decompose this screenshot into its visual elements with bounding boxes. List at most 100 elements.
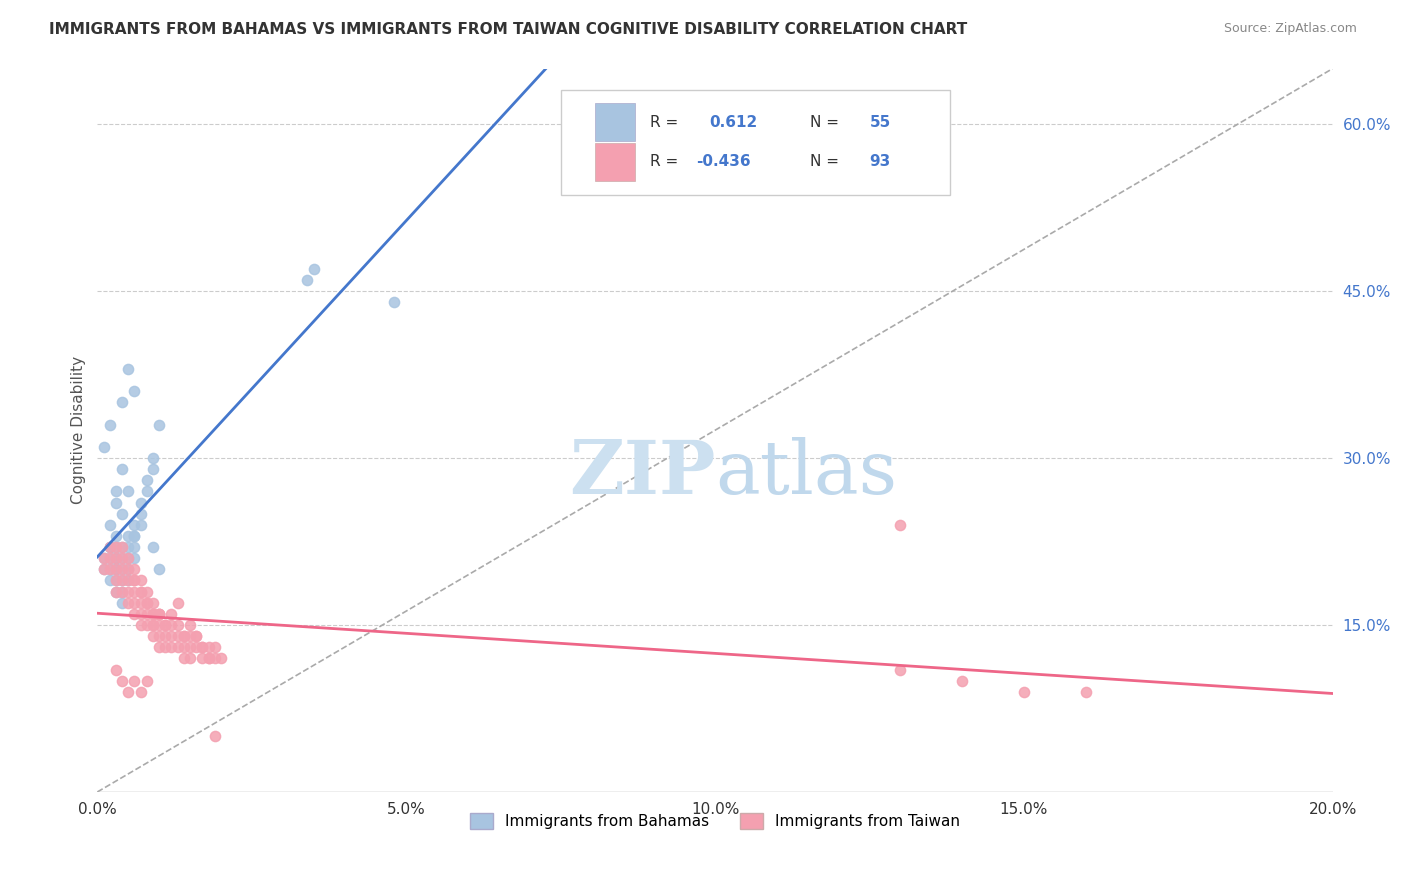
Point (160, 640, 183, 655)
Point (104, 562, 127, 576)
Point (142, 451, 165, 466)
Bar (595, 143, 634, 181)
Point (104, 551, 127, 566)
Point (124, 562, 146, 576)
Point (179, 629, 201, 643)
Text: -0.436: -0.436 (696, 154, 751, 169)
Point (173, 640, 195, 655)
Point (129, 584, 152, 599)
Point (166, 618, 188, 632)
Point (98, 540, 121, 554)
Point (135, 473, 157, 487)
Point (142, 629, 165, 643)
Point (117, 551, 139, 566)
Point (111, 462, 134, 476)
Point (124, 517, 146, 532)
Point (950, 673, 973, 688)
Point (98, 551, 121, 566)
Point (135, 618, 157, 632)
Point (111, 584, 134, 599)
Point (124, 574, 146, 588)
Point (117, 562, 139, 576)
Point (111, 540, 134, 554)
Point (191, 640, 214, 655)
Point (179, 651, 201, 665)
Point (117, 362, 139, 376)
Point (104, 484, 127, 499)
Point (889, 517, 911, 532)
Point (129, 517, 152, 532)
Point (104, 584, 127, 599)
Point (104, 574, 127, 588)
Point (148, 607, 170, 621)
Point (111, 562, 134, 576)
Point (186, 629, 208, 643)
Point (148, 562, 170, 576)
Text: atlas: atlas (716, 437, 897, 510)
Point (117, 562, 139, 576)
Point (148, 618, 170, 632)
Point (98, 540, 121, 554)
Point (179, 640, 201, 655)
Point (148, 607, 170, 621)
Point (111, 574, 134, 588)
Point (191, 640, 214, 655)
Point (124, 529, 146, 543)
Text: ZIP: ZIP (568, 437, 716, 510)
Point (160, 607, 183, 621)
Point (104, 540, 127, 554)
Legend: Immigrants from Bahamas, Immigrants from Taiwan: Immigrants from Bahamas, Immigrants from… (464, 806, 966, 835)
Point (104, 562, 127, 576)
Point (142, 540, 165, 554)
Point (98, 562, 121, 576)
Point (111, 596, 134, 610)
Point (142, 462, 165, 476)
Point (186, 629, 208, 643)
Point (117, 596, 139, 610)
Point (197, 651, 219, 665)
Point (382, 295, 405, 310)
Point (142, 618, 165, 632)
Point (129, 607, 152, 621)
Point (104, 663, 127, 677)
Point (111, 673, 134, 688)
Point (1012, 685, 1035, 699)
Text: Source: ZipAtlas.com: Source: ZipAtlas.com (1223, 22, 1357, 36)
Point (135, 673, 157, 688)
Point (129, 685, 152, 699)
Point (111, 562, 134, 576)
Point (160, 629, 183, 643)
Point (117, 551, 139, 566)
Point (197, 651, 219, 665)
Point (124, 673, 146, 688)
Point (98, 551, 121, 566)
Point (135, 584, 157, 599)
Point (98, 574, 121, 588)
Point (173, 629, 195, 643)
Point (124, 540, 146, 554)
Point (204, 651, 226, 665)
Point (173, 629, 195, 643)
Point (204, 640, 226, 655)
Point (93, 562, 115, 576)
Text: R =: R = (650, 154, 678, 169)
Point (104, 495, 127, 509)
Text: 55: 55 (869, 114, 891, 129)
Point (117, 574, 139, 588)
Point (98, 517, 121, 532)
Point (129, 584, 152, 599)
Point (142, 618, 165, 632)
Point (93, 551, 115, 566)
Point (98, 540, 121, 554)
Point (166, 629, 188, 643)
Point (104, 562, 127, 576)
Point (117, 574, 139, 588)
Point (104, 584, 127, 599)
Point (135, 596, 157, 610)
Point (111, 584, 134, 599)
Point (155, 618, 177, 632)
Text: IMMIGRANTS FROM BAHAMAS VS IMMIGRANTS FROM TAIWAN COGNITIVE DISABILITY CORRELATI: IMMIGRANTS FROM BAHAMAS VS IMMIGRANTS FR… (49, 22, 967, 37)
Point (111, 507, 134, 521)
Point (179, 618, 201, 632)
Point (111, 395, 134, 409)
